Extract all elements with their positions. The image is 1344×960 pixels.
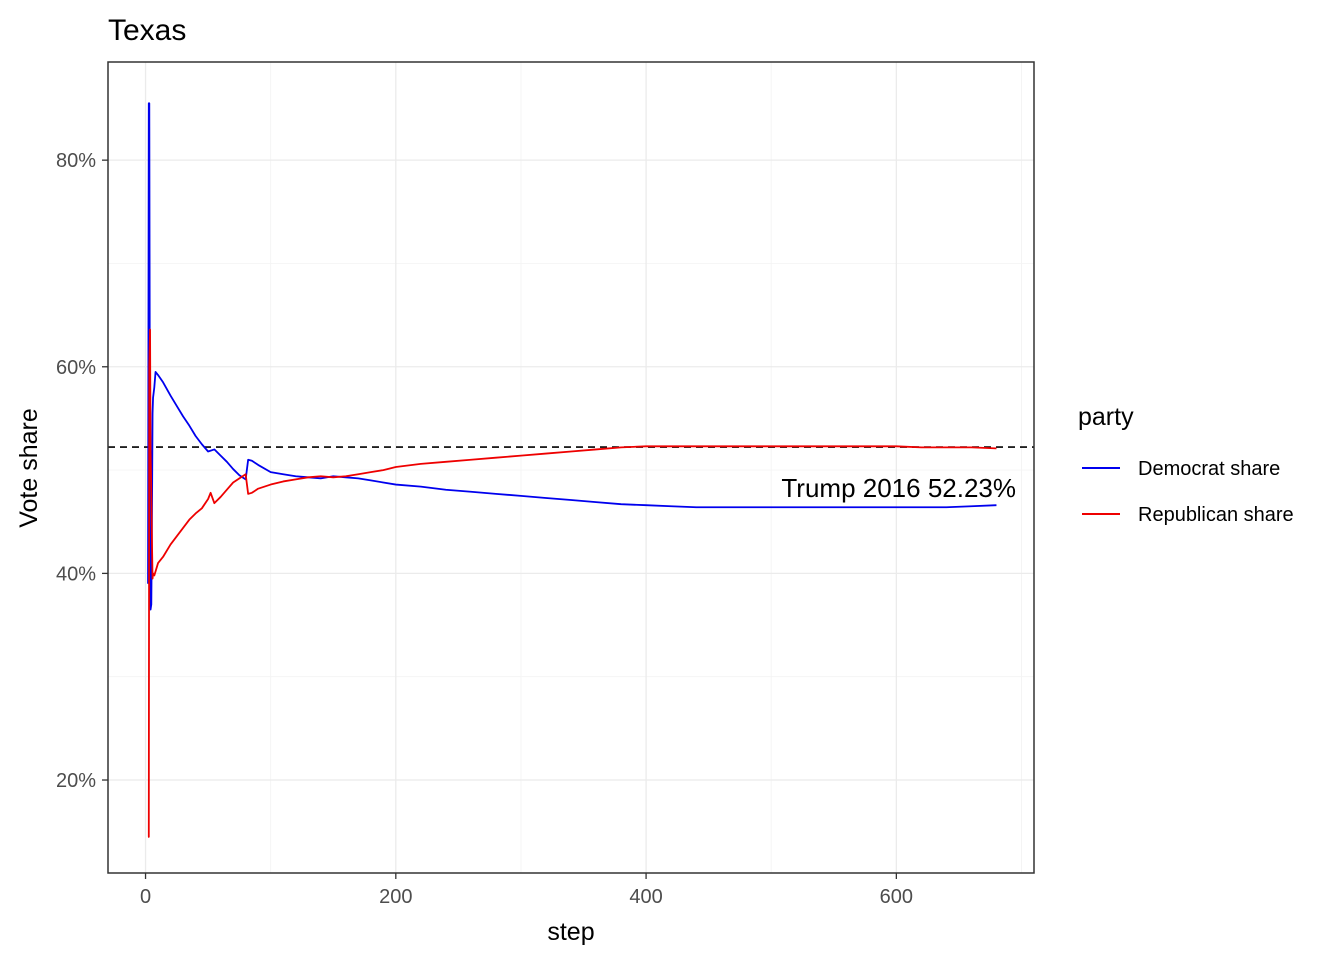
legend: party Democrat share Republican share — [1078, 403, 1294, 526]
chart-title: Texas — [108, 14, 186, 47]
y-axis-title: Vote share — [15, 408, 43, 528]
x-tick-label: 600 — [880, 886, 913, 908]
x-tick-label: 200 — [379, 886, 412, 908]
y-tick-label: 20% — [56, 770, 96, 792]
republican-share-line — [147, 328, 997, 838]
plot-panel-border — [107, 61, 1035, 874]
y-tick-label: 60% — [56, 357, 96, 379]
reference-line-label: Trump 2016 52.23% — [781, 473, 1016, 503]
series-lines — [147, 102, 997, 838]
democrat-share-line — [147, 102, 997, 611]
axes: 0 200 400 600 20% 40% 60% 80% — [56, 150, 913, 908]
legend-label-republican: Republican share — [1138, 504, 1294, 526]
x-axis-title: step — [547, 918, 594, 946]
y-tick-label: 80% — [56, 150, 96, 172]
x-tick-label: 400 — [629, 886, 662, 908]
legend-title: party — [1078, 403, 1134, 431]
legend-label-democrat: Democrat share — [1138, 458, 1280, 480]
y-tick-label: 40% — [56, 563, 96, 585]
x-tick-label: 0 — [140, 886, 151, 908]
